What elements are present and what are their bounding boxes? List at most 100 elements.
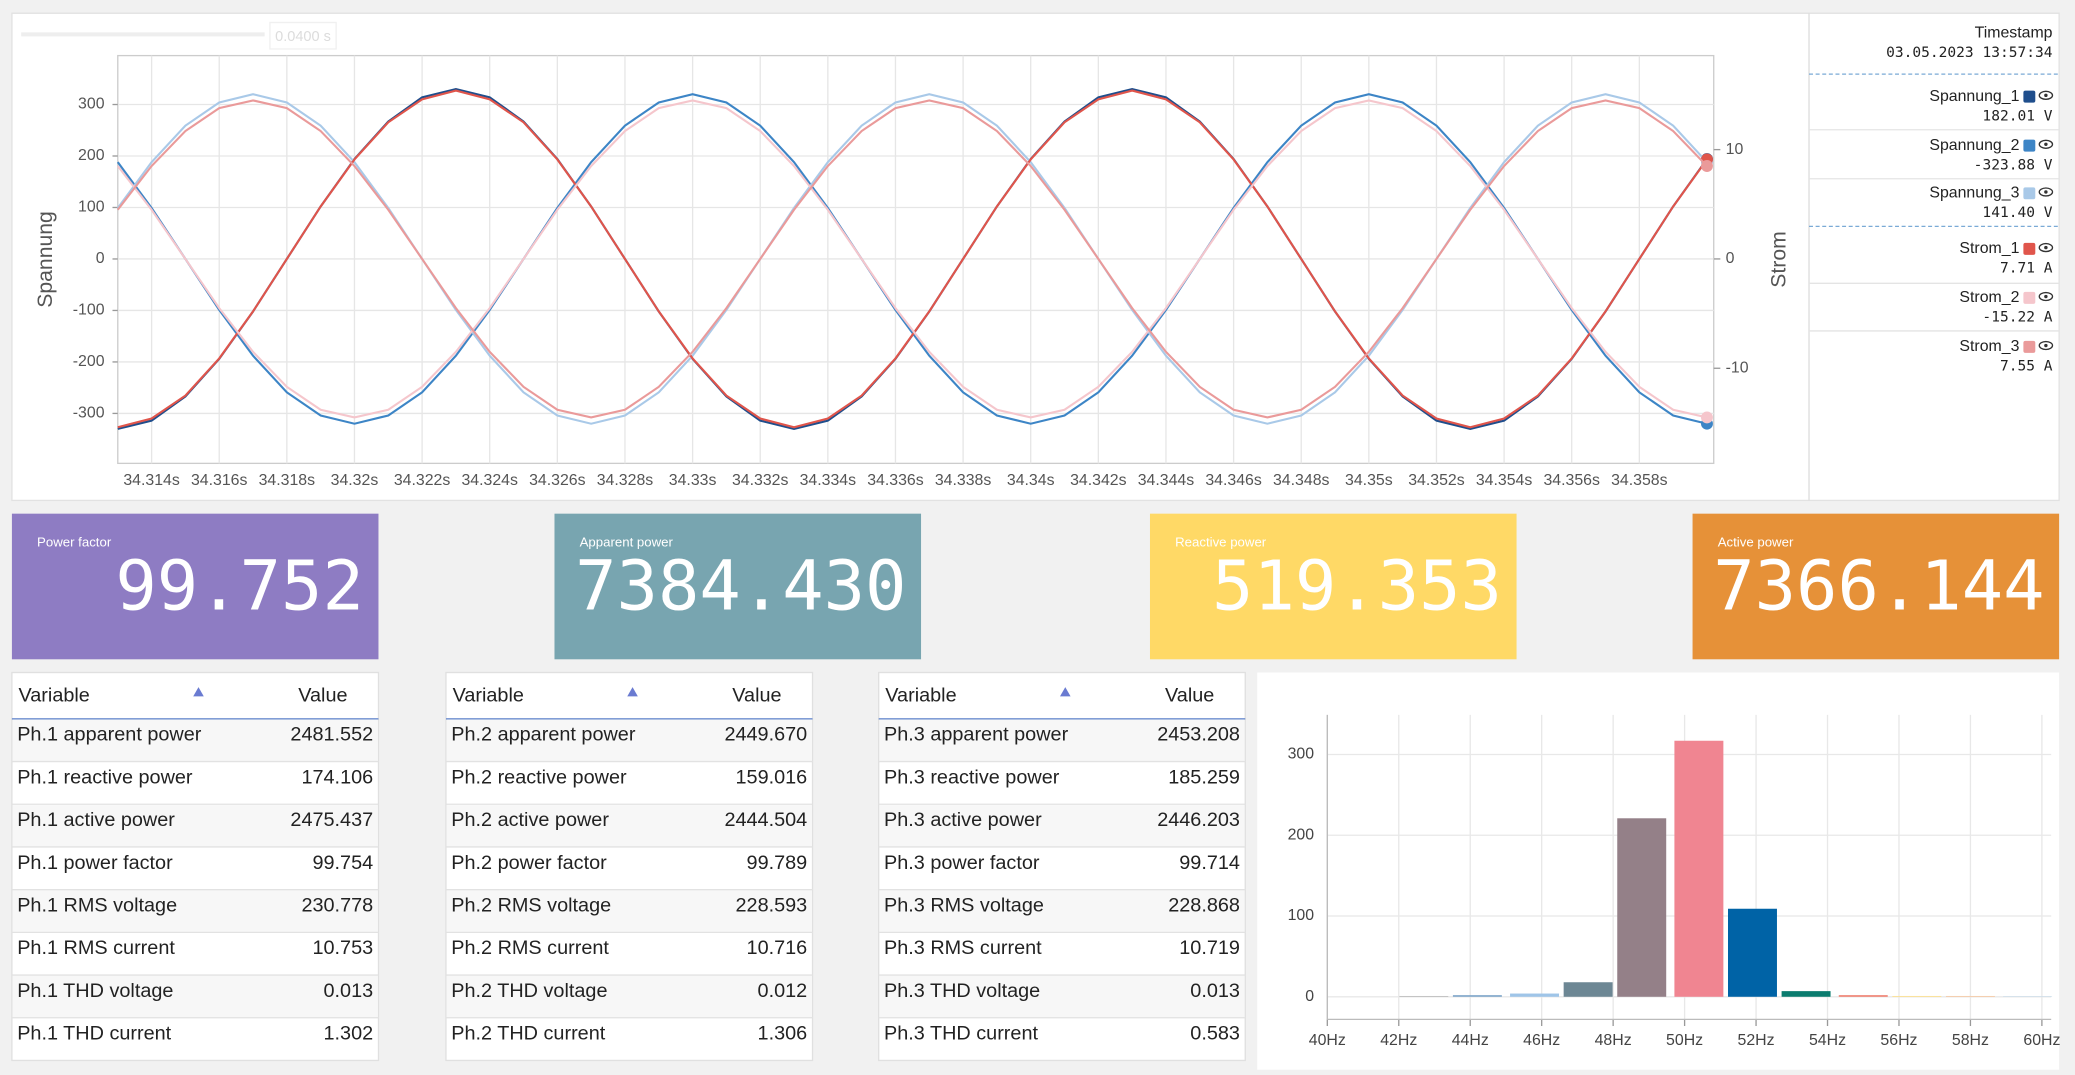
bar — [1510, 993, 1560, 997]
kpi-title: Apparent power — [580, 534, 674, 549]
x-tick-label: 56Hz — [1880, 1032, 1917, 1049]
bar — [1452, 995, 1502, 997]
visibility-toggle[interactable] — [2038, 291, 2054, 302]
cell-variable: Ph.2 RMS voltage — [451, 894, 611, 916]
y-tick-label: 100 — [1288, 907, 1315, 924]
cell-value: 99.789 — [747, 852, 808, 874]
x-tick-label: 34.314s — [123, 472, 180, 489]
legend-swatch — [2023, 139, 2036, 152]
visibility-toggle-pupil — [2044, 142, 2048, 147]
cell-value: 174.106 — [301, 766, 373, 788]
cell-variable: Ph.2 reactive power — [451, 766, 627, 788]
legend-swatch — [2023, 340, 2036, 353]
cell-value: 2453.208 — [1157, 724, 1240, 746]
x-tick-label: 34.358s — [1611, 472, 1668, 489]
cell-variable: Ph.1 reactive power — [17, 766, 193, 788]
legend-entry: Strom_2 — [1959, 289, 2019, 306]
legend-entry: Spannung_3 — [1929, 184, 2019, 201]
x-tick-label: 34.348s — [1273, 472, 1330, 489]
x-tick-label: 34.318s — [259, 472, 316, 489]
table-row-bg — [12, 975, 378, 1018]
cell-value: 1.302 — [324, 1023, 374, 1045]
cell-variable: Ph.3 THD voltage — [884, 980, 1040, 1002]
cell-variable: Ph.3 RMS current — [884, 937, 1042, 959]
x-tick-label: 52Hz — [1738, 1032, 1775, 1049]
cell-value: 159.016 — [736, 766, 808, 788]
cell-value: 228.593 — [736, 894, 808, 916]
bar — [1838, 995, 1888, 997]
series-end-dot — [1701, 411, 1713, 424]
visibility-toggle[interactable] — [2038, 187, 2054, 197]
bar — [1728, 908, 1777, 997]
cell-variable: Ph.2 THD voltage — [451, 980, 607, 1002]
cell-variable: Ph.1 power factor — [17, 852, 173, 874]
x-tick-label: 34.342s — [1070, 472, 1127, 489]
legend-readout: -15.22 A — [1982, 309, 2052, 326]
bar — [1399, 995, 1449, 997]
cell-value: 99.754 — [312, 852, 373, 874]
cell-value: 1.306 — [758, 1023, 808, 1045]
column-header[interactable]: Value — [298, 685, 347, 707]
table-row-bg — [879, 805, 1245, 847]
x-tick-label: 34.356s — [1543, 472, 1600, 489]
visibility-toggle[interactable] — [2038, 340, 2054, 351]
visibility-toggle[interactable] — [2038, 139, 2054, 149]
x-tick-label: 34.346s — [1205, 472, 1262, 489]
cell-variable: Ph.1 THD current — [17, 1023, 171, 1045]
bar — [1674, 740, 1724, 997]
x-tick-label: 42Hz — [1380, 1032, 1417, 1049]
cell-value: 99.714 — [1179, 852, 1240, 874]
y-tick-label: -300 — [73, 405, 105, 422]
column-header[interactable]: Variable — [19, 685, 90, 707]
cell-value: 2444.504 — [724, 809, 807, 831]
cell-value: 2446.203 — [1157, 809, 1240, 831]
cell-variable: Ph.3 power factor — [884, 852, 1040, 874]
y-tick-label: 300 — [78, 96, 105, 113]
x-tick-label: 40Hz — [1309, 1032, 1346, 1049]
column-header[interactable]: Value — [732, 685, 781, 707]
legend-readout: -323.88 V — [1974, 156, 2053, 173]
kpi-tile — [554, 513, 922, 660]
legend-entry: Spannung_1 — [1929, 88, 2019, 105]
cell-variable: Ph.1 THD voltage — [17, 980, 173, 1002]
visibility-toggle[interactable] — [2038, 242, 2054, 253]
series-line — [116, 93, 1708, 425]
sort-indicator[interactable] — [193, 687, 204, 697]
visibility-toggle-pupil — [2044, 245, 2048, 250]
cell-value: 10.753 — [312, 937, 373, 959]
legend-entry: Strom_1 — [1959, 240, 2019, 257]
table-row-bg — [446, 890, 812, 933]
visibility-toggle[interactable] — [2038, 90, 2054, 100]
legend-entry: Strom_3 — [1959, 338, 2019, 355]
sort-indicator[interactable] — [627, 687, 638, 697]
zoom-box[interactable] — [269, 21, 337, 50]
table-row-bg — [12, 890, 378, 933]
sort-indicator[interactable] — [1059, 687, 1071, 697]
cell-variable: Ph.1 active power — [17, 809, 175, 831]
cell-variable: Ph.2 THD current — [451, 1023, 605, 1045]
x-tick-label: 34.32s — [331, 472, 379, 489]
column-header[interactable]: Value — [1165, 685, 1214, 707]
column-header[interactable]: Variable — [453, 685, 524, 707]
cell-value: 2481.552 — [290, 724, 373, 746]
cell-variable: Ph.3 THD current — [884, 1023, 1038, 1045]
x-tick-label: 34.324s — [461, 472, 518, 489]
cell-value: 185.259 — [1168, 766, 1240, 788]
x-tick-label: 34.316s — [191, 472, 248, 489]
bar — [1617, 818, 1667, 997]
y-axis-title: Spannung — [34, 211, 57, 308]
kpi-title: Reactive power — [1175, 534, 1267, 549]
legend-entry: Spannung_2 — [1929, 137, 2019, 154]
y2-axis-title: Strom — [1767, 231, 1790, 287]
legend-readout: 7.55 A — [2000, 358, 2053, 375]
kpi-value: 519.353 — [1212, 546, 1502, 626]
x-tick-label: 34.35s — [1345, 472, 1393, 489]
cell-value: 10.719 — [1179, 937, 1240, 959]
cell-value: 0.013 — [324, 980, 374, 1002]
x-tick-label: 34.34s — [1007, 472, 1055, 489]
x-tick-label: 34.322s — [394, 472, 451, 489]
cell-value: 0.012 — [758, 980, 808, 1002]
column-header[interactable]: Variable — [885, 685, 956, 707]
x-tick-label: 34.326s — [529, 472, 586, 489]
kpi-tile — [11, 513, 379, 660]
